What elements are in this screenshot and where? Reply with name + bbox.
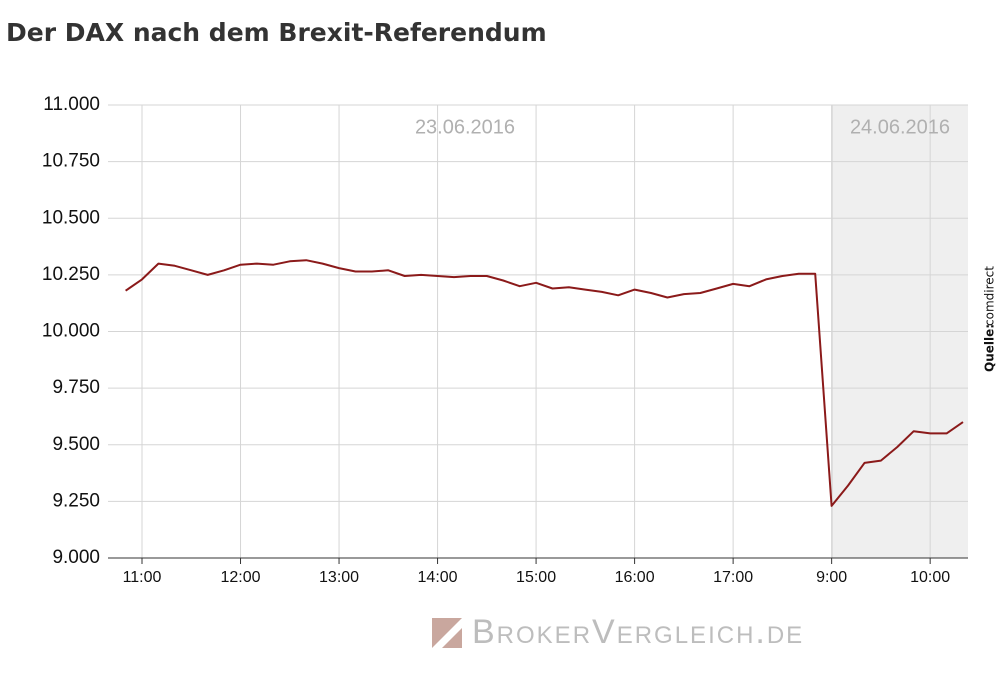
x-tick-label: 15:00 xyxy=(516,569,556,586)
y-tick-label: 9.750 xyxy=(52,377,100,398)
chart-title: Der DAX nach dem Brexit-Referendum xyxy=(6,18,547,47)
x-tick-label: 12:00 xyxy=(220,569,260,586)
x-tick-label: 13:00 xyxy=(319,569,359,586)
watermark: BrokerVergleich.de xyxy=(472,613,804,651)
y-tick-label: 9.000 xyxy=(52,547,100,568)
y-tick-label: 10.250 xyxy=(42,264,100,285)
y-tick-label: 10.750 xyxy=(42,151,100,172)
x-tick-label: 16:00 xyxy=(615,569,655,586)
y-tick-label: 10.000 xyxy=(42,321,100,342)
watermark-logo: BrokerVergleich.de xyxy=(432,613,804,651)
x-tick-label: 14:00 xyxy=(418,569,458,586)
source: comdirect xyxy=(983,266,997,326)
source-note: Quelle: comdirect xyxy=(983,266,997,372)
source-label: Quelle: xyxy=(983,324,997,372)
y-tick-label: 9.250 xyxy=(52,490,100,511)
date-annotation: 24.06.2016 xyxy=(850,116,950,138)
date-annotation: 23.06.2016 xyxy=(415,116,515,138)
y-tick-label: 11.000 xyxy=(43,94,100,115)
x-tick-label: 11:00 xyxy=(123,569,162,586)
x-tick-label: 10:00 xyxy=(910,569,950,586)
y-tick-label: 9.500 xyxy=(52,434,100,455)
x-tick-label: 17:00 xyxy=(713,569,753,586)
grid xyxy=(108,104,968,559)
x-tick-label: 9:00 xyxy=(816,569,847,586)
y-tick-label: 10.500 xyxy=(42,207,100,228)
line xyxy=(125,259,964,507)
